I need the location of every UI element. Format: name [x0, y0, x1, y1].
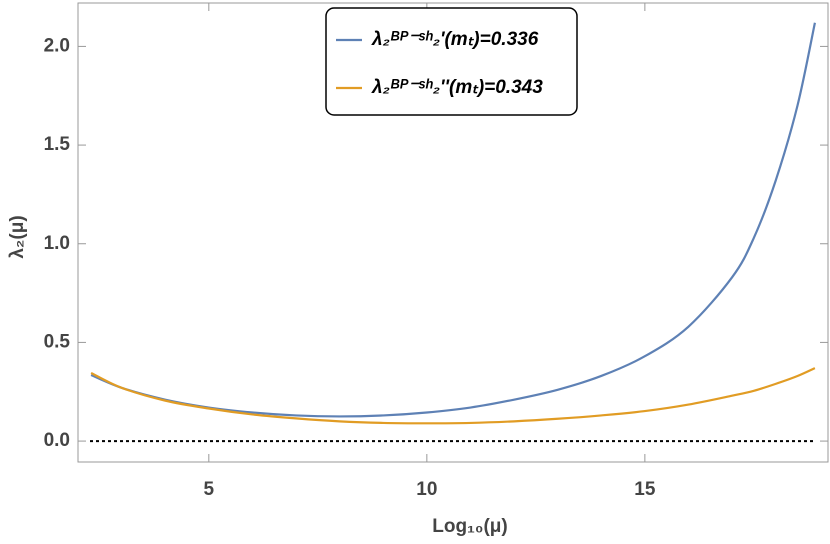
legend-box — [325, 7, 578, 116]
y-tick-label: 0.0 — [44, 430, 70, 451]
y-axis-label: λ₂(μ) — [7, 215, 28, 258]
x-tick-label: 5 — [204, 479, 215, 500]
y-tick-label: 1.5 — [44, 134, 71, 155]
frame — [77, 2, 829, 463]
y-tick-label: 1.0 — [44, 233, 70, 254]
series-line — [90, 367, 816, 425]
legend-label: λ₂ᴮᴾ⁻ˢʰ₂''(mₜ)=0.343 — [371, 77, 543, 98]
y-tick-label: 0.5 — [44, 331, 71, 352]
x-axis-label: Log₁₀(μ) — [432, 516, 508, 537]
legend: λ₂ᴮᴾ⁻ˢʰ₂'(mₜ)=0.336 λ₂ᴮᴾ⁻ˢʰ₂''(mₜ)=0.343 — [325, 7, 578, 116]
y-tick-label: 2.0 — [44, 35, 70, 56]
x-tick-label: 10 — [416, 479, 437, 500]
x-tick-label: 15 — [634, 479, 656, 500]
legend-label: λ₂ᴮᴾ⁻ˢʰ₂'(mₜ)=0.336 — [371, 29, 539, 50]
